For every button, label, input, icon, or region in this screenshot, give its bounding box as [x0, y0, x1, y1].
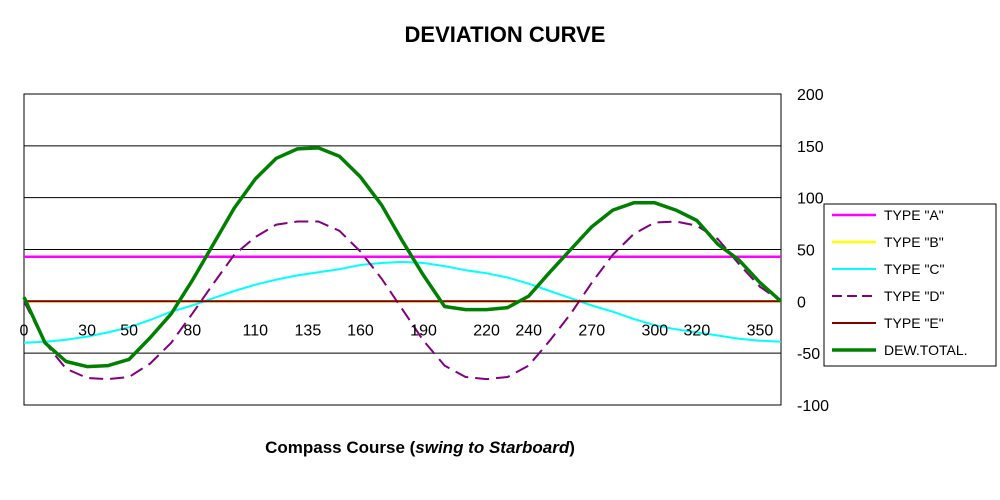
x-tick-label: 300 [641, 322, 668, 339]
y-tick-label: -50 [797, 346, 820, 363]
legend-label-6: DEW.TOTAL. [884, 342, 968, 358]
y-axis-ticks: -100 -50 0 50 100 150 200 [797, 87, 829, 415]
chart-title: DEVIATION CURVE [404, 22, 606, 47]
x-tick-label: 110 [243, 322, 269, 339]
y-tick-label: 50 [797, 243, 815, 260]
x-axis-label-part-2: swing to Starboard [415, 438, 570, 457]
x-tick-label: 240 [515, 322, 542, 339]
x-tick-label: 160 [347, 322, 374, 339]
legend-label-4: TYPE "D" [884, 288, 945, 304]
x-tick-label: 80 [183, 322, 201, 339]
x-axis-ticks: 0 30 50 80 110 135 160 190 220 240 270 300 320 350 [20, 322, 774, 339]
series-line-6 [22, 146, 783, 369]
y-tick-label: 200 [797, 87, 824, 104]
x-tick-label: 50 [120, 322, 138, 339]
series-line-3 [23, 260, 782, 344]
x-tick-label: 190 [410, 322, 437, 339]
y-tick-label: 0 [797, 294, 806, 311]
x-tick-label: 270 [578, 322, 605, 339]
series-group [22, 146, 783, 381]
x-tick-label: 350 [747, 322, 774, 339]
series-line-4 [23, 220, 782, 381]
y-tick-label: -100 [797, 398, 829, 415]
x-axis-label: Compass Course (swing to Starboard) [180, 438, 660, 458]
x-tick-label: 220 [473, 322, 500, 339]
x-tick-label: 320 [684, 322, 711, 339]
legend-label-1: TYPE "A" [884, 207, 944, 223]
x-tick-label: 30 [78, 322, 96, 339]
x-axis-label-part-1: Compass Course ( [265, 438, 416, 457]
x-tick-label: 0 [20, 322, 29, 339]
x-tick-label: 135 [295, 322, 322, 339]
y-tick-label: 150 [797, 139, 824, 156]
legend-label-3: TYPE "C" [884, 261, 945, 277]
y-tick-label: 100 [797, 191, 824, 208]
legend: TYPE "A" TYPE "B" TYPE "C" TYPE "D" TYPE "E"… [823, 203, 997, 367]
x-axis-label-part-3: ) [569, 438, 575, 457]
legend-label-2: TYPE "B" [884, 234, 944, 250]
legend-label-5: TYPE "E" [884, 315, 944, 331]
legend-box [823, 203, 997, 367]
